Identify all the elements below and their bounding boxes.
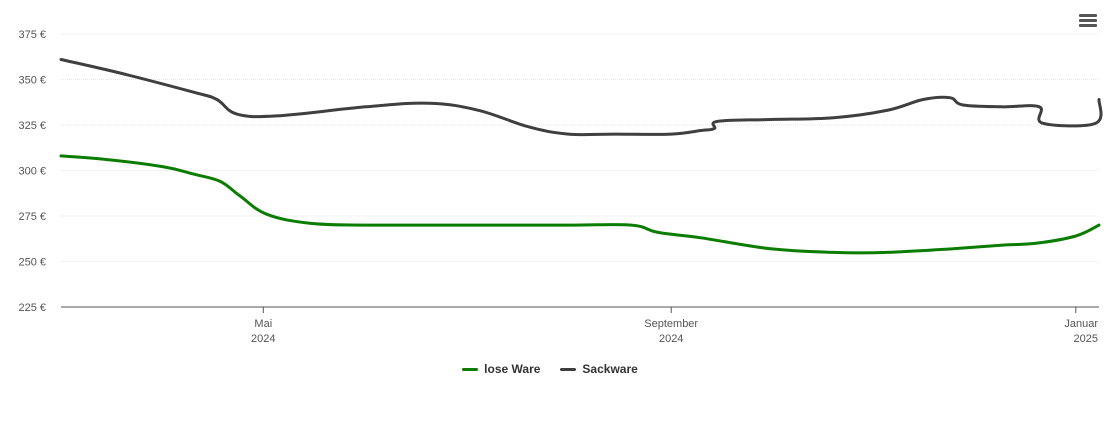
y-tick-label: 250 € (18, 257, 46, 269)
legend-label: lose Ware (484, 362, 541, 376)
legend: lose Ware Sackware (0, 362, 1100, 376)
y-tick-label: 300 € (18, 166, 46, 178)
y-tick-label: 275 € (18, 211, 46, 223)
x-tick-label: Mai (254, 318, 272, 330)
y-axis: 225 € 250 € 275 € 300 € 325 € 350 € 375 € (18, 29, 46, 314)
series-line-0[interactable] (59, 154, 1101, 255)
legend-swatch (462, 367, 479, 371)
series-layer (59, 58, 1103, 255)
grid-lines (61, 33, 1099, 262)
x-tick-year-label: 2024 (659, 333, 683, 345)
y-tick-label: 225 € (18, 302, 46, 314)
legend-label: Sackware (582, 362, 638, 376)
legend-item-lose-ware[interactable]: lose Ware (462, 362, 540, 376)
legend-item-sackware[interactable]: Sackware (560, 362, 638, 376)
y-tick-label: 350 € (18, 75, 46, 87)
x-tick-label: Januar (1064, 318, 1098, 330)
y-tick-label: 325 € (18, 120, 46, 132)
x-axis: Mai 2024 September 2024 Januar 2025 (61, 306, 1099, 345)
x-tick-year-label: 2024 (251, 333, 275, 345)
x-tick-label: September (644, 318, 698, 330)
chart-menu-button[interactable] (1077, 12, 1099, 32)
x-tick-year-label: 2025 (1074, 333, 1098, 345)
legend-swatch (560, 367, 577, 371)
series-line-1[interactable] (59, 58, 1103, 137)
y-tick-label: 375 € (18, 29, 46, 41)
hamburger-menu-icon (1077, 14, 1099, 27)
